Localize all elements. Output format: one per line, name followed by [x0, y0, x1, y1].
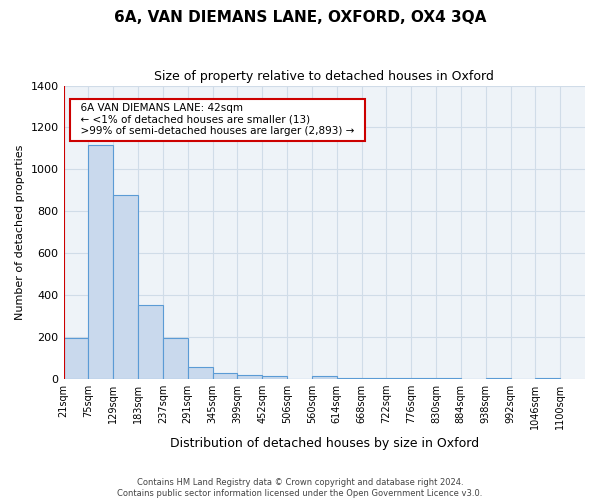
- Y-axis label: Number of detached properties: Number of detached properties: [15, 144, 25, 320]
- Bar: [113, 196, 138, 378]
- Bar: [163, 338, 188, 378]
- Bar: [64, 338, 88, 378]
- Bar: [188, 367, 212, 378]
- Bar: [212, 374, 238, 378]
- Bar: [88, 145, 113, 378]
- Text: 6A VAN DIEMANS LANE: 42sqm  
  ← <1% of detached houses are smaller (13)  
  >99: 6A VAN DIEMANS LANE: 42sqm ← <1% of deta…: [74, 103, 361, 136]
- Text: 6A, VAN DIEMANS LANE, OXFORD, OX4 3QA: 6A, VAN DIEMANS LANE, OXFORD, OX4 3QA: [114, 10, 486, 25]
- Bar: [138, 306, 163, 378]
- Bar: [312, 376, 337, 378]
- X-axis label: Distribution of detached houses by size in Oxford: Distribution of detached houses by size …: [170, 437, 479, 450]
- Bar: [238, 376, 262, 378]
- Bar: [262, 376, 287, 378]
- Text: Contains HM Land Registry data © Crown copyright and database right 2024.
Contai: Contains HM Land Registry data © Crown c…: [118, 478, 482, 498]
- Title: Size of property relative to detached houses in Oxford: Size of property relative to detached ho…: [154, 70, 494, 83]
